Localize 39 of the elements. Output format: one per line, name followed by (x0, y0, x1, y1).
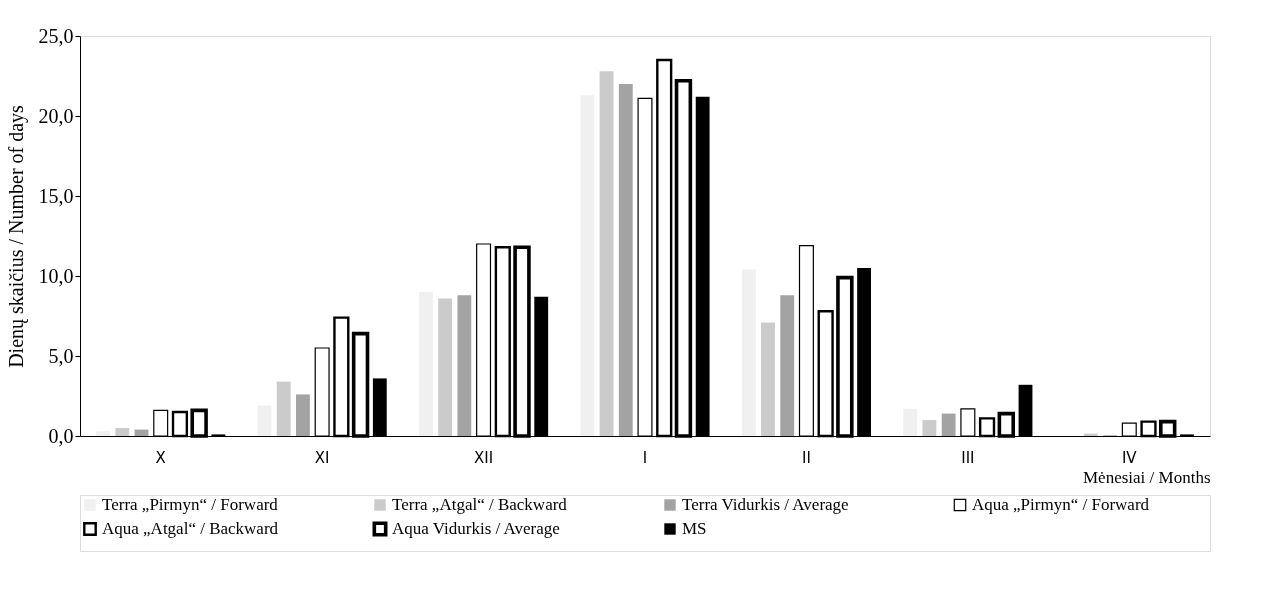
bar (618, 84, 633, 436)
x-tick-label: XII (474, 448, 494, 467)
y-tick-label: 0,0 (48, 424, 74, 447)
bar (257, 405, 272, 436)
legend-label: Aqua „Pirmyn“ / Forward (972, 495, 1150, 514)
legend-label: Aqua Vidurkis / Average (392, 519, 560, 538)
y-tick-label: 25,0 (38, 24, 74, 47)
bar (741, 269, 756, 436)
bar (599, 71, 614, 436)
legend-label: Terra Vidurkis / Average (682, 495, 849, 514)
bar (115, 428, 130, 436)
bar (96, 431, 110, 436)
bar (580, 95, 595, 436)
bar (903, 408, 918, 436)
y-axis-title: Dienų skaičius / Number of days (4, 104, 28, 368)
bar (780, 295, 795, 436)
x-tick-label: III (961, 448, 975, 467)
x-tick-label: X (155, 448, 166, 467)
y-tick-label: 15,0 (38, 184, 74, 207)
legend-label: Terra „Pirmyn“ / Forward (102, 495, 279, 514)
bar (438, 298, 453, 436)
x-tick-label: XI (314, 448, 330, 467)
bar (419, 292, 433, 436)
bar (922, 420, 937, 436)
bar (276, 381, 291, 436)
bar (457, 295, 472, 436)
x-tick-label: I (642, 448, 648, 467)
y-tick-label: 10,0 (38, 264, 74, 287)
bar (941, 413, 956, 436)
legend-label: MS (682, 519, 707, 538)
legend-label: Terra „Atgal“ / Backward (392, 495, 568, 514)
y-tick-label: 20,0 (38, 104, 74, 127)
y-tick-label: 5,0 (48, 344, 74, 367)
x-tick-label: IV (1121, 448, 1138, 467)
bar (761, 322, 775, 436)
legend-label: Aqua „Atgal“ / Backward (102, 519, 279, 538)
x-tick-label: II (802, 448, 811, 467)
bar (296, 394, 310, 436)
x-axis-title: Mėnesiai / Months (1083, 467, 1211, 487)
